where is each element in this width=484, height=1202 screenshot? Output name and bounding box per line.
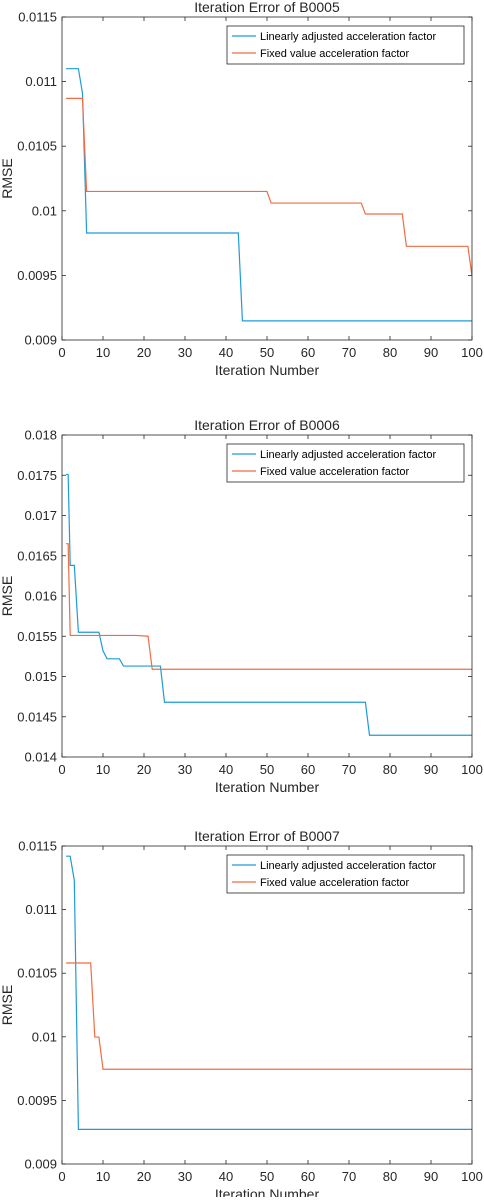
x-tick-label: 70 <box>342 1169 356 1184</box>
x-tick-label: 20 <box>137 1169 151 1184</box>
legend: Linearly adjusted acceleration factor Fix… <box>226 25 465 65</box>
y-tick-label: 0.0115 <box>18 839 57 854</box>
legend-box <box>226 854 465 894</box>
y-tick-label: 0.0115 <box>18 10 57 25</box>
legend-label: Linearly adjusted acceleration factor <box>260 860 436 872</box>
legend-box <box>226 443 465 483</box>
legend-label: Linearly adjusted acceleration factor <box>260 449 436 461</box>
y-tick-label: 0.0095 <box>17 1093 57 1108</box>
x-tick-label: 80 <box>383 762 397 777</box>
x-tick-label: 60 <box>301 345 315 360</box>
y-tick-label: 0.01 <box>32 1029 57 1044</box>
x-axis-label: Iteration Number <box>215 362 320 378</box>
x-tick-label: 50 <box>260 1169 274 1184</box>
y-tick-label: 0.0095 <box>17 268 57 283</box>
chart-panel-3: 0 10 20 30 40 50 60 70 80 90 100 0.009 0.0095 0.01 0.0… <box>0 828 483 1202</box>
x-tick-label: 10 <box>96 345 110 360</box>
series-line-fixed <box>66 962 472 1070</box>
y-tick-label: 0.0105 <box>17 139 57 154</box>
y-tick-label: 0.009 <box>24 1157 57 1172</box>
x-tick-label: 30 <box>178 1169 192 1184</box>
axes-box <box>61 845 473 1165</box>
x-tick-label: 100 <box>461 762 483 777</box>
y-tick-label: 0.0165 <box>17 548 57 563</box>
y-tick-label: 0.011 <box>25 74 57 89</box>
x-tick-label: 40 <box>219 1169 233 1184</box>
legend-box <box>226 25 465 65</box>
x-tick-label: 0 <box>58 345 65 360</box>
x-tick-label: 60 <box>301 1169 315 1184</box>
y-tick-label: 0.011 <box>25 902 57 917</box>
x-axis-label: Iteration Number <box>215 779 320 795</box>
axes-box <box>61 16 473 341</box>
y-axis-label: RMSE <box>0 158 15 198</box>
series-line-linear <box>66 855 472 1131</box>
x-tick-label: 90 <box>424 762 438 777</box>
chart-title: Iteration Error of B0006 <box>194 417 340 433</box>
x-axis-label: Iteration Number <box>215 1186 320 1197</box>
x-tick-label: 50 <box>260 762 274 777</box>
x-tick-label: 70 <box>342 345 356 360</box>
x-tick-label: 40 <box>219 345 233 360</box>
y-tick-label: 0.0175 <box>17 468 57 483</box>
x-tick-label: 20 <box>137 762 151 777</box>
x-tick-label: 10 <box>96 762 110 777</box>
x-tick-label: 30 <box>178 762 192 777</box>
x-tick-label: 50 <box>260 345 274 360</box>
legend: Linearly adjusted acceleration factor Fix… <box>226 443 465 483</box>
axes-box <box>61 434 473 758</box>
x-tick-label: 100 <box>461 345 483 360</box>
series-line-fixed <box>66 543 472 670</box>
x-tick-label: 80 <box>383 1169 397 1184</box>
legend-label: Fixed value acceleration factor <box>260 48 410 60</box>
chart-panel-1: 0 10 20 30 40 50 60 70 80 90 100 0.009 0.0095 0.01 0.0… <box>0 0 483 378</box>
legend: Linearly adjusted acceleration factor Fix… <box>226 854 465 894</box>
x-tick-label: 90 <box>424 345 438 360</box>
x-tick-label: 100 <box>461 1169 483 1184</box>
series-line-fixed <box>66 97 472 277</box>
x-tick-label: 20 <box>137 345 151 360</box>
legend-label: Fixed value acceleration factor <box>260 466 410 478</box>
y-tick-label: 0.0145 <box>17 709 57 724</box>
y-tick-label: 0.0155 <box>17 629 57 644</box>
x-tick-label: 0 <box>58 1169 65 1184</box>
chart-panel-2: 0 10 20 30 40 50 60 70 80 90 100 0.014 0.0145 0.015 0.… <box>0 417 483 795</box>
y-tick-label: 0.017 <box>24 508 57 523</box>
series-line-linear <box>66 68 472 322</box>
x-tick-label: 70 <box>342 762 356 777</box>
x-tick-label: 40 <box>219 762 233 777</box>
x-tick-label: 90 <box>424 1169 438 1184</box>
x-tick-label: 80 <box>383 345 397 360</box>
x-tick-label: 30 <box>178 345 192 360</box>
x-tick-label: 10 <box>96 1169 110 1184</box>
y-tick-label: 0.015 <box>24 669 57 684</box>
y-axis-label: RMSE <box>0 576 15 616</box>
y-tick-label: 0.01 <box>32 203 57 218</box>
y-tick-label: 0.016 <box>24 589 57 604</box>
x-tick-label: 60 <box>301 762 315 777</box>
x-tick-label: 0 <box>58 762 65 777</box>
chart-title: Iteration Error of B0007 <box>194 828 340 844</box>
y-axis-label: RMSE <box>0 985 15 1025</box>
chart-title: Iteration Error of B0005 <box>194 0 340 15</box>
y-tick-label: 0.018 <box>24 428 57 443</box>
y-tick-label: 0.0105 <box>17 966 57 981</box>
legend-label: Fixed value acceleration factor <box>260 877 410 889</box>
y-tick-label: 0.009 <box>24 333 57 348</box>
y-tick-label: 0.014 <box>24 750 57 765</box>
legend-label: Linearly adjusted acceleration factor <box>260 31 436 43</box>
series-line-linear <box>66 473 472 736</box>
